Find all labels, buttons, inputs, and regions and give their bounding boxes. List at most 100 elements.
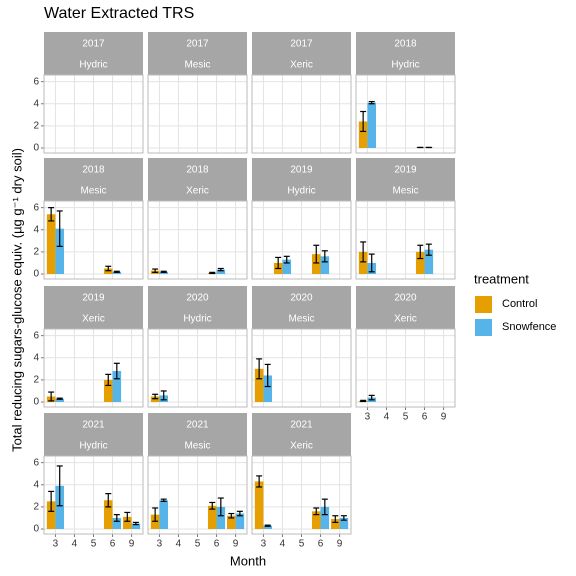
strip-year: 2018 xyxy=(82,165,105,176)
strip-site: Hydric xyxy=(183,314,211,325)
error-bar xyxy=(425,243,432,256)
y-axis-title: Total reducing sugars-glucose equiv. (µg… xyxy=(9,148,24,452)
error-bar xyxy=(48,490,55,512)
strip-site: Mesic xyxy=(288,314,314,325)
panel-border xyxy=(355,328,456,408)
strip-year: 2017 xyxy=(290,39,313,50)
bar xyxy=(103,500,113,530)
error-bar xyxy=(152,268,159,273)
bar xyxy=(112,371,122,403)
bar xyxy=(254,481,264,530)
y-tick-label: 4 xyxy=(33,479,39,490)
bar xyxy=(55,228,64,275)
panel-border xyxy=(43,455,144,535)
error-bar xyxy=(417,244,424,260)
bar xyxy=(131,523,141,530)
strip-site: Hydric xyxy=(287,186,315,197)
panel-border xyxy=(251,455,352,535)
panel-border xyxy=(251,74,352,154)
error-bar xyxy=(105,493,112,508)
strip-site: Hydric xyxy=(391,60,419,71)
error-bar xyxy=(264,363,271,388)
strip-year: 2021 xyxy=(186,420,209,431)
strip-year: 2021 xyxy=(82,420,105,431)
legend-swatch xyxy=(475,319,492,336)
strip-site: Hydric xyxy=(79,441,107,452)
x-tick-label: 6 xyxy=(214,539,220,550)
panel-border xyxy=(355,74,456,154)
bar xyxy=(320,506,330,530)
strip-year: 2020 xyxy=(290,293,313,304)
bar xyxy=(112,517,122,530)
x-axis-title: Month xyxy=(230,553,266,568)
strip xyxy=(356,286,455,329)
error-bar xyxy=(368,394,375,401)
panel-border xyxy=(147,455,248,535)
error-bar xyxy=(152,507,159,522)
error-bar xyxy=(113,270,120,273)
strip-year: 2017 xyxy=(186,39,209,50)
error-bar xyxy=(152,393,159,400)
error-bar xyxy=(275,256,282,270)
bar xyxy=(123,516,132,530)
bar xyxy=(339,517,349,530)
x-tick-label: 3 xyxy=(157,539,163,550)
strip xyxy=(356,158,455,201)
x-tick-label: 6 xyxy=(318,539,324,550)
strip-site: Xeric xyxy=(82,314,105,325)
error-bar xyxy=(256,475,263,488)
error-bar xyxy=(56,210,63,247)
error-bar xyxy=(264,524,271,527)
bar xyxy=(103,379,113,403)
strip xyxy=(148,286,247,329)
error-bar xyxy=(332,515,339,523)
x-tick-label: 4 xyxy=(72,539,78,550)
y-tick-label: 2 xyxy=(33,121,39,132)
error-bar xyxy=(105,373,112,387)
x-tick-label: 9 xyxy=(441,412,447,423)
bar xyxy=(282,259,292,275)
bar xyxy=(311,254,321,275)
error-bar xyxy=(132,521,139,526)
y-tick-label: 0 xyxy=(33,269,39,280)
error-bar xyxy=(236,510,243,517)
x-tick-label: 5 xyxy=(91,539,97,550)
error-bar xyxy=(160,390,167,401)
error-bar xyxy=(160,498,167,502)
error-bar xyxy=(48,391,55,402)
panel-border xyxy=(43,74,144,154)
y-tick-label: 6 xyxy=(33,76,39,87)
error-bar xyxy=(209,271,216,275)
bar xyxy=(227,515,236,530)
bar xyxy=(46,214,56,275)
strip xyxy=(356,32,455,75)
error-bar xyxy=(283,255,290,264)
y-tick-label: 4 xyxy=(33,224,39,235)
strip xyxy=(252,286,351,329)
error-bar xyxy=(56,465,63,507)
x-tick-label: 6 xyxy=(110,539,116,550)
chart-title: Water Extracted TRS xyxy=(44,5,194,22)
x-tick-label: 3 xyxy=(261,539,267,550)
panel-border xyxy=(147,200,248,280)
x-tick-label: 9 xyxy=(337,539,343,550)
legend-label: Snowfence xyxy=(502,321,556,333)
error-bar xyxy=(360,399,367,403)
x-tick-label: 6 xyxy=(422,412,428,423)
bar xyxy=(263,525,272,530)
bar xyxy=(216,506,226,530)
strip-year: 2020 xyxy=(186,293,209,304)
panel-border xyxy=(43,200,144,280)
error-bar xyxy=(256,358,263,380)
x-tick-label: 4 xyxy=(176,539,182,550)
y-tick-label: 2 xyxy=(33,247,39,258)
strip xyxy=(252,413,351,456)
error-bar xyxy=(340,515,347,521)
bar xyxy=(320,256,330,275)
error-bar xyxy=(160,270,167,273)
error-bar xyxy=(321,250,328,263)
strip-year: 2020 xyxy=(394,293,417,304)
panel-border xyxy=(147,328,248,408)
strip-year: 2018 xyxy=(186,165,209,176)
x-tick-label: 5 xyxy=(403,412,409,423)
